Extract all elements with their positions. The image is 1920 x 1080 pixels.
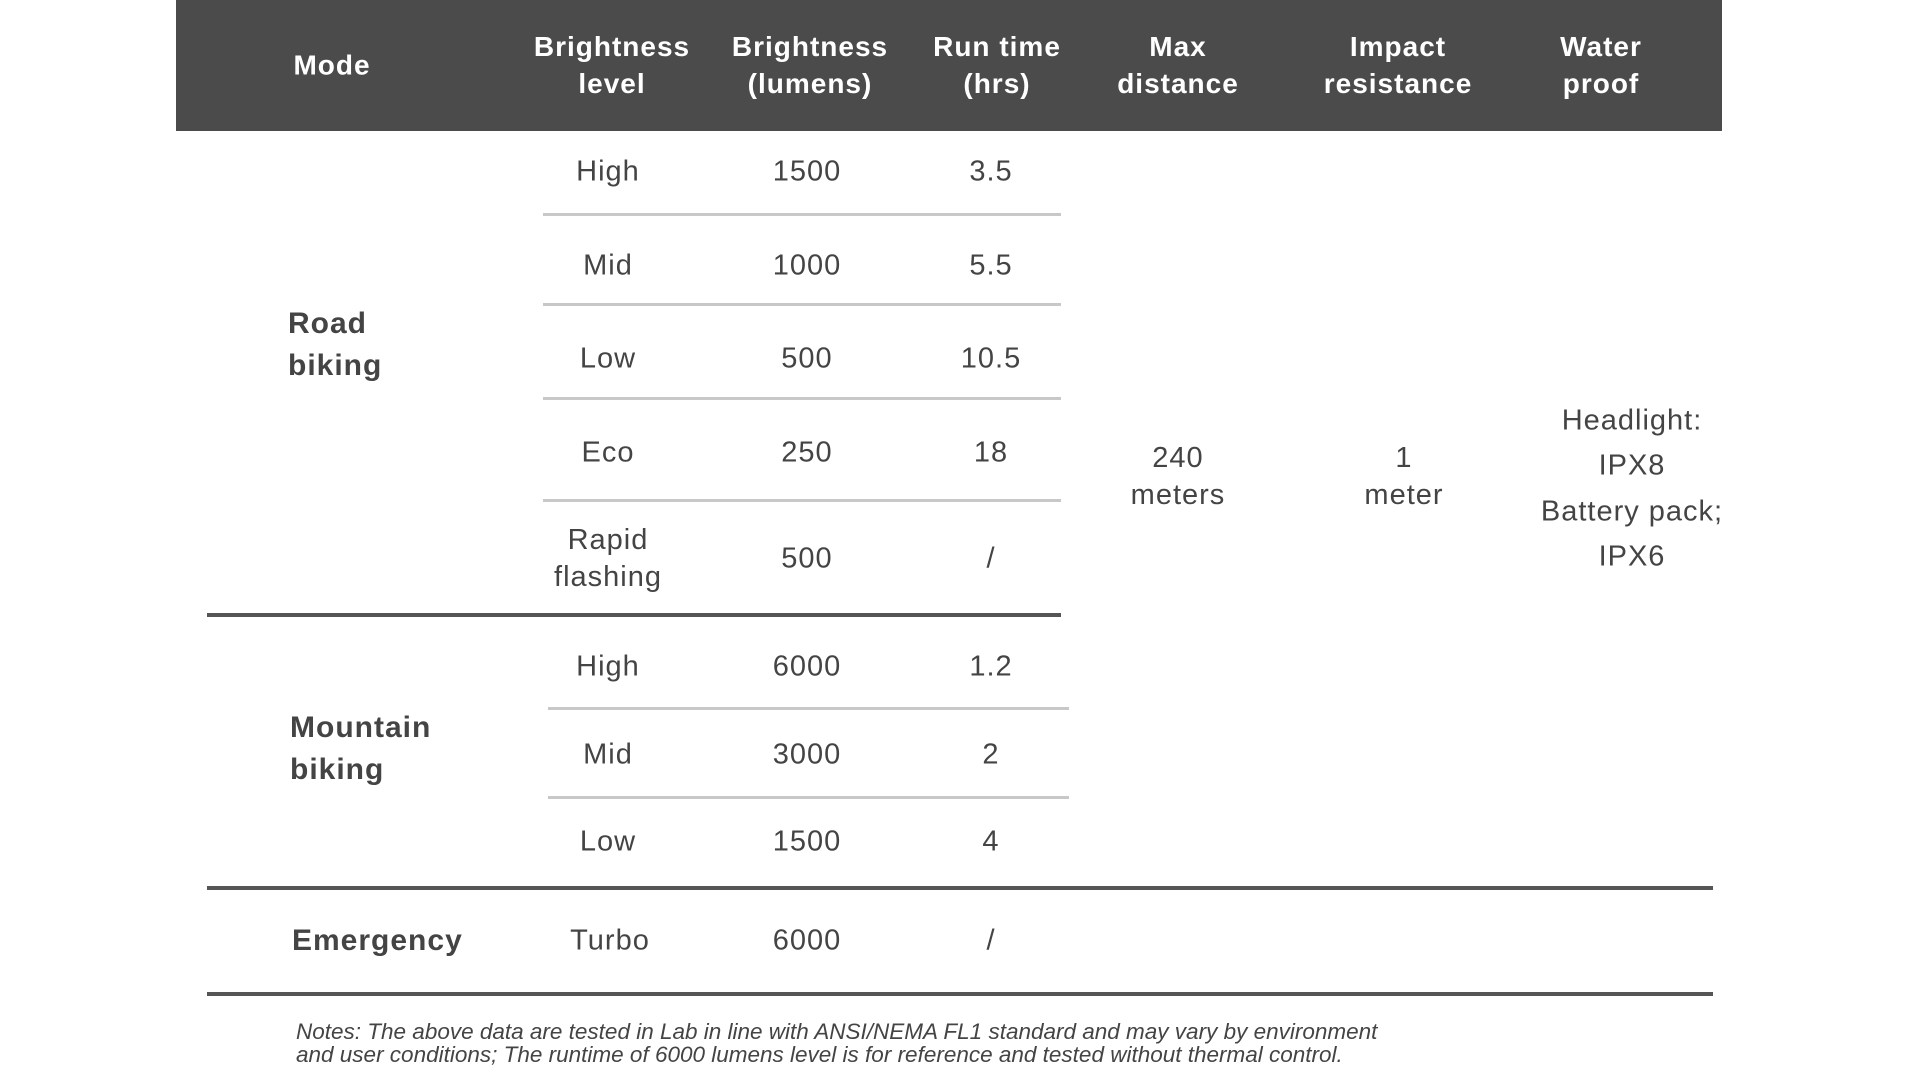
notes: Notes: The above data are tested in Lab … — [296, 1020, 1377, 1066]
waterproof-line: Headlight: — [1561, 404, 1703, 437]
waterproof-line: IPX8 — [1598, 449, 1666, 482]
table-bottom-border — [207, 992, 1713, 996]
runtime-cell: 4 — [982, 825, 1000, 858]
row-divider — [543, 397, 1061, 400]
notes-line: Notes: The above data are tested in Lab … — [296, 1019, 1378, 1044]
runtime-cell: 5.5 — [969, 249, 1013, 282]
lumens-cell: 6000 — [772, 650, 842, 683]
mode-label: Emergency — [292, 924, 463, 957]
brightness-level-cell: Mid — [583, 738, 633, 771]
lumens-cell: 1500 — [772, 825, 842, 858]
column-header: Impact resistance — [1323, 31, 1473, 99]
column-header: Max distance — [1117, 31, 1239, 99]
runtime-cell: / — [986, 924, 996, 957]
header-mode: Mode — [293, 49, 371, 81]
brightness-level-cell: Low — [579, 825, 637, 858]
group-divider — [207, 613, 1061, 617]
row-divider — [548, 796, 1069, 799]
brightness-level-cell: Rapid flashing — [554, 524, 662, 593]
column-header: Run time (hrs) — [933, 31, 1061, 99]
runtime-cell: 18 — [973, 436, 1009, 469]
runtime-cell: 3.5 — [969, 155, 1013, 188]
brightness-level-cell: Eco — [581, 436, 635, 469]
mode-label: Mountain biking — [290, 711, 432, 786]
max-distance-value: 240 meters — [1130, 442, 1226, 511]
lumens-cell: 1000 — [772, 249, 842, 282]
brightness-level-cell: Low — [579, 342, 637, 375]
brightness-level-cell: High — [576, 155, 640, 188]
brightness-level-cell: Turbo — [570, 924, 650, 957]
lumens-cell: 500 — [781, 542, 833, 575]
runtime-cell: 2 — [982, 738, 1000, 771]
row-divider — [543, 213, 1061, 216]
runtime-cell: 10.5 — [960, 342, 1022, 375]
waterproof-line: Battery pack; — [1540, 495, 1724, 528]
lumens-cell: 250 — [781, 436, 833, 469]
runtime-cell: / — [986, 542, 996, 575]
brightness-level-cell: Mid — [583, 249, 633, 282]
mode-label: Road biking — [288, 307, 383, 382]
waterproof-line: IPX6 — [1598, 540, 1666, 573]
lumens-cell: 500 — [781, 342, 833, 375]
lumens-cell: 1500 — [772, 155, 842, 188]
impact-resistance-value: 1 meter — [1364, 442, 1444, 511]
group-divider — [207, 886, 1713, 890]
runtime-cell: 1.2 — [969, 650, 1013, 683]
row-divider — [548, 707, 1069, 710]
column-header: Brightness level — [533, 31, 691, 99]
column-header: Brightness (lumens) — [731, 31, 889, 99]
brightness-level-cell: High — [576, 650, 640, 683]
row-divider — [543, 499, 1061, 502]
column-header: Water proof — [1560, 31, 1642, 99]
lumens-cell: 3000 — [772, 738, 842, 771]
notes-line: and user conditions; The runtime of 6000… — [296, 1042, 1343, 1067]
row-divider — [543, 303, 1061, 306]
lumens-cell: 6000 — [772, 924, 842, 957]
table-header — [176, 0, 1722, 131]
